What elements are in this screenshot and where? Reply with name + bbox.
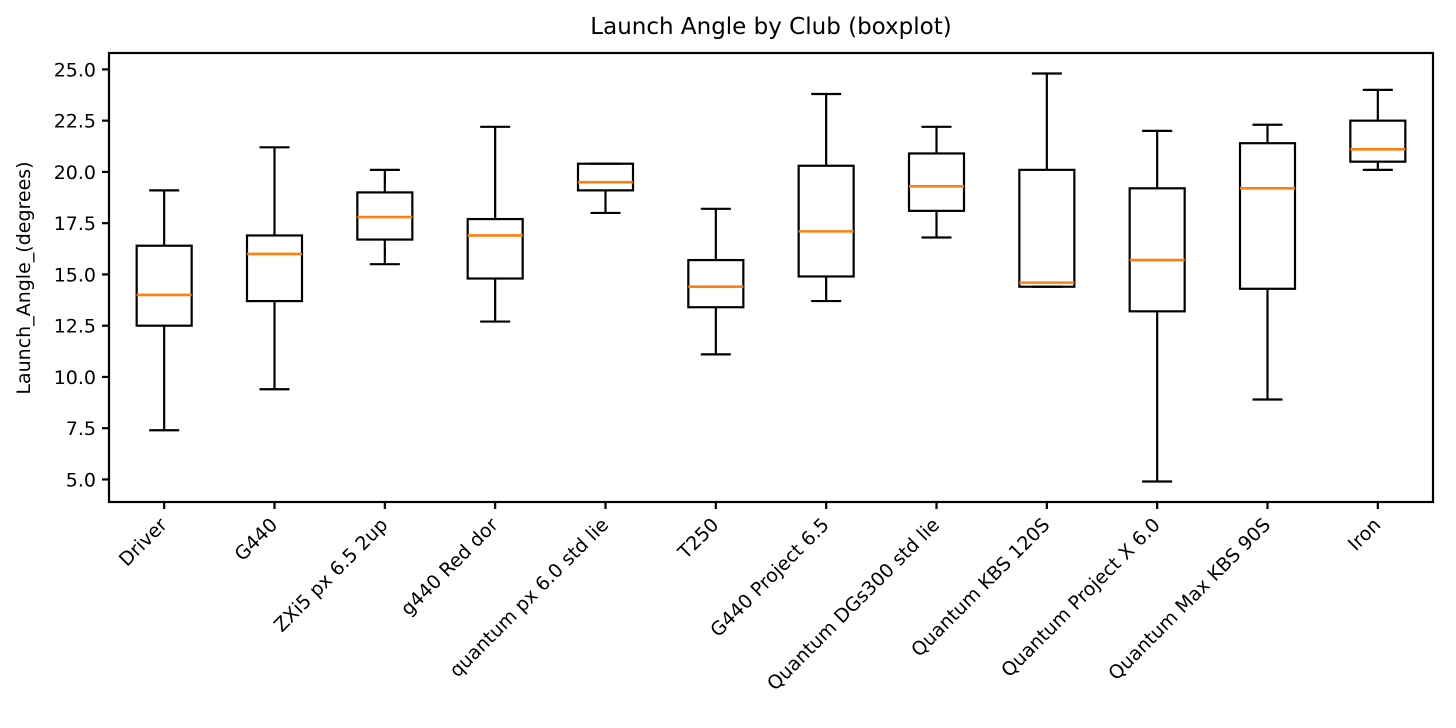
y-tick-label-7.5: 7.5 xyxy=(66,418,96,440)
box-quantum-kbs-120s xyxy=(1018,168,1076,288)
box-quantum-px-6-0-std-lie xyxy=(576,162,635,192)
y-tick-label-15.0: 15.0 xyxy=(54,264,96,286)
x-tick-label-g440-project-6-5: G440 Project 6.5 xyxy=(706,514,833,641)
y-tick-label-22.5: 22.5 xyxy=(54,111,96,133)
y-tick-label-10.0: 10.0 xyxy=(54,367,96,389)
box-quantum-dgs300-std-lie xyxy=(907,152,966,212)
chart-title: Launch Angle by Club (boxplot) xyxy=(590,14,951,40)
plot-frame xyxy=(107,51,1435,504)
y-tick-label-12.5: 12.5 xyxy=(54,316,96,338)
y-tick-label-17.5: 17.5 xyxy=(54,213,96,235)
x-tick-label-driver: Driver xyxy=(115,514,172,571)
y-tick-label-25.0: 25.0 xyxy=(54,59,96,81)
box-g440-project-6-5 xyxy=(797,164,855,278)
box-g440 xyxy=(245,234,304,303)
x-tick-label-t250: T250 xyxy=(673,514,723,564)
x-tick-label-iron: Iron xyxy=(1344,514,1385,555)
box-quantum-project-x-6-0 xyxy=(1128,187,1186,313)
box-t250 xyxy=(687,258,745,309)
box-iron xyxy=(1349,119,1407,163)
y-tick-label-20.0: 20.0 xyxy=(54,162,96,184)
x-tick-label-zxi5-px-6-5-2up: ZXi5 px 6.5 2up xyxy=(270,514,392,636)
box-g440-red-dor xyxy=(466,217,524,280)
box-quantum-max-kbs-90s xyxy=(1238,142,1297,290)
y-axis-label: Launch_Angle_(degrees) xyxy=(13,161,35,394)
y-tick-label-5.0: 5.0 xyxy=(66,469,96,491)
plot-area: 5.0 7.5 10.0 12.5 15.0 17.5 20.0 22.5 25.0 Driver… xyxy=(54,51,1435,695)
x-tick-label-g440: G440 xyxy=(230,514,282,566)
box-driver xyxy=(135,244,193,327)
x-tick-label-g440-red-dor: g440 Red dor xyxy=(397,514,503,620)
